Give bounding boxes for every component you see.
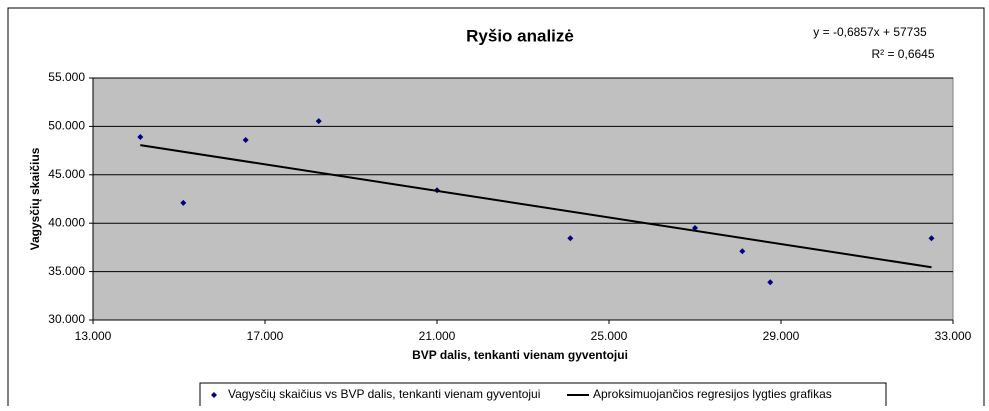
legend-label: Aproksimuojančios regresijos lygties gra… <box>593 387 832 401</box>
point <box>928 235 935 242</box>
point <box>242 136 249 143</box>
x-tick-label: 25.000 <box>591 329 628 343</box>
r-squared: R² = 0,6645 <box>871 47 934 61</box>
point <box>739 248 746 255</box>
y-tick-label: 45.000 <box>48 167 85 181</box>
equation: y = -0,6857x + 57735 <box>813 25 927 39</box>
x-tick-label: 29.000 <box>763 329 800 343</box>
y-tick-label: 55.000 <box>48 70 85 84</box>
chart-title: Ryšio analizė <box>466 26 574 45</box>
point <box>137 134 144 141</box>
x-tick-label: 33.000 <box>935 329 972 343</box>
y-tick-label: 35.000 <box>48 264 85 278</box>
x-axis-title: BVP dalis, tenkanti vienam gyventojui <box>412 348 628 362</box>
point <box>567 235 574 242</box>
y-tick-label: 40.000 <box>48 215 85 229</box>
legend-marker <box>211 392 217 398</box>
y-tick-label: 30.000 <box>48 312 85 326</box>
point <box>180 199 187 206</box>
y-axis-title: Vagysčių skaičius <box>28 147 42 250</box>
x-tick-label: 21.000 <box>419 329 456 343</box>
point <box>315 118 322 125</box>
point <box>767 279 774 286</box>
trendline <box>140 144 932 269</box>
y-tick-label: 50.000 <box>48 119 85 133</box>
legend-label: Vagysčių skaičius vs BVP dalis, tenkanti… <box>228 387 540 401</box>
plot-area <box>92 77 954 321</box>
x-tick-label: 17.000 <box>247 329 284 343</box>
x-tick-label: 13.000 <box>75 329 112 343</box>
